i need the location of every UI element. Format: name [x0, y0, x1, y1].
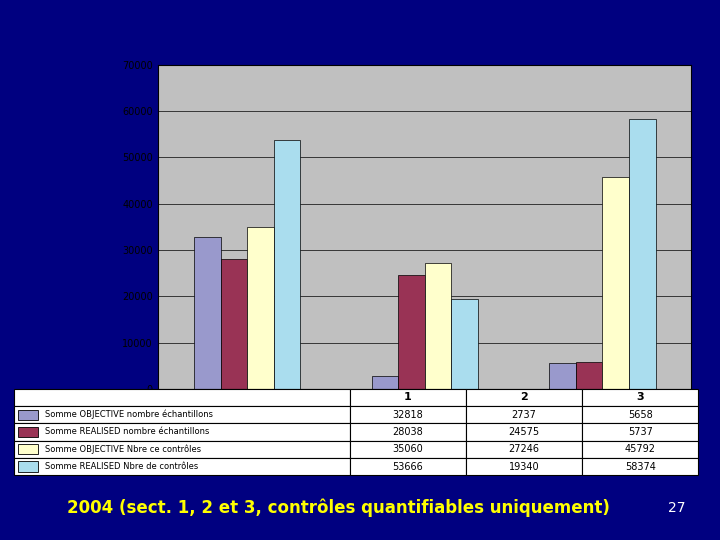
- Bar: [582, 389, 698, 406]
- Bar: [194, 237, 220, 389]
- Bar: [14, 406, 349, 423]
- Text: 58374: 58374: [625, 462, 656, 471]
- Text: 45792: 45792: [625, 444, 656, 454]
- Bar: [629, 119, 656, 389]
- Bar: [576, 362, 603, 389]
- Text: Somme OBJECTIVE nombre échantillons: Somme OBJECTIVE nombre échantillons: [45, 410, 213, 420]
- Bar: [349, 389, 466, 406]
- Text: Somme REALISED nombre échantillons: Somme REALISED nombre échantillons: [45, 428, 210, 436]
- Bar: [349, 423, 466, 441]
- Text: 53666: 53666: [392, 462, 423, 471]
- Bar: [582, 441, 698, 458]
- Bar: [466, 406, 582, 423]
- Bar: [18, 444, 38, 455]
- Bar: [220, 259, 247, 389]
- Bar: [582, 406, 698, 423]
- Bar: [425, 262, 451, 389]
- Text: 5737: 5737: [628, 427, 653, 437]
- Bar: [14, 441, 349, 458]
- Bar: [274, 140, 300, 389]
- Text: 35060: 35060: [392, 444, 423, 454]
- Bar: [18, 409, 38, 420]
- Bar: [582, 423, 698, 441]
- Bar: [247, 226, 274, 389]
- Bar: [466, 423, 582, 441]
- Bar: [349, 458, 466, 475]
- Text: 1: 1: [404, 393, 412, 402]
- Text: 2737: 2737: [511, 410, 536, 420]
- Text: 3: 3: [636, 393, 644, 402]
- Text: 5658: 5658: [628, 410, 652, 420]
- Bar: [451, 299, 478, 389]
- Bar: [18, 427, 38, 437]
- Bar: [349, 406, 466, 423]
- Text: 28038: 28038: [392, 427, 423, 437]
- Bar: [372, 376, 398, 389]
- Text: Somme OBJECTIVE Nbre ce contrôles: Somme OBJECTIVE Nbre ce contrôles: [45, 444, 202, 454]
- Bar: [603, 177, 629, 389]
- Text: 27246: 27246: [508, 444, 539, 454]
- Text: 32818: 32818: [392, 410, 423, 420]
- Text: 2: 2: [520, 393, 528, 402]
- Bar: [582, 458, 698, 475]
- Bar: [14, 423, 349, 441]
- Bar: [18, 461, 38, 472]
- Text: 27: 27: [668, 501, 685, 515]
- Bar: [349, 441, 466, 458]
- Bar: [14, 389, 349, 406]
- Text: 24575: 24575: [508, 427, 539, 437]
- Bar: [14, 458, 349, 475]
- Bar: [549, 363, 576, 389]
- Text: 19340: 19340: [508, 462, 539, 471]
- Bar: [466, 389, 582, 406]
- Bar: [466, 441, 582, 458]
- Text: 2004 (sect. 1, 2 et 3, contrôles quantifiables uniquement): 2004 (sect. 1, 2 et 3, contrôles quantif…: [67, 498, 610, 517]
- Bar: [466, 458, 582, 475]
- Bar: [398, 275, 425, 389]
- Text: Somme REALISED Nbre de contrôles: Somme REALISED Nbre de contrôles: [45, 462, 199, 471]
